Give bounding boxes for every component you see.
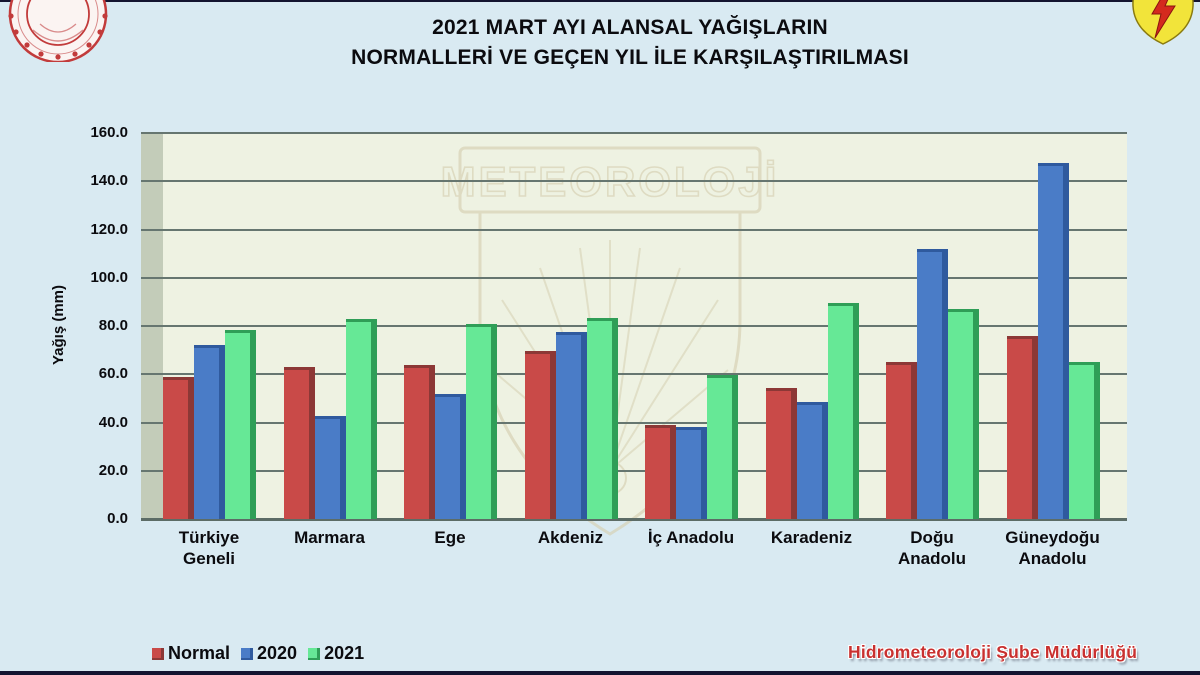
bar-2020-group-5 [676, 427, 707, 519]
gridline [141, 373, 1127, 376]
gridline [141, 325, 1127, 327]
bar-normal-group-1 [163, 377, 194, 519]
bar-normal-group-8 [1006, 336, 1038, 519]
bar-2021-group-8 [1068, 362, 1100, 519]
bar-normal-group-5 [645, 425, 676, 519]
gridline [141, 180, 1127, 183]
legend-item-2020: 2020 [241, 643, 297, 664]
bar-2020-group-3 [435, 394, 466, 519]
bar-2020-group-8 [1037, 163, 1069, 519]
bar-2021-group-1 [225, 330, 256, 519]
bar-normal-group-4 [524, 351, 556, 519]
y-tick-label: 0.0 [107, 510, 128, 527]
bar-2021-group-2 [345, 319, 377, 519]
y-tick-label: 20.0 [98, 461, 128, 479]
bar-2021-group-3 [466, 324, 497, 519]
y-tick-label: 160.0 [90, 124, 128, 141]
category-label: Doğu Anadolu [898, 528, 966, 568]
y-tick-label: 120.0 [90, 220, 128, 238]
bar-2021-group-4 [586, 318, 618, 519]
legend-label: Normal [168, 643, 231, 663]
page-title-line-1: 2021 MART AYI ALANSAL YAĞIŞLARIN [432, 16, 828, 39]
legend-swatch-icon [152, 647, 164, 660]
gridline [141, 132, 1127, 134]
y-tick-label: 140.0 [90, 172, 128, 190]
category-label: Ege [434, 528, 466, 547]
category-label: Marmara [294, 528, 365, 547]
bar-2021-group-5 [707, 375, 738, 519]
legend-label: 2021 [324, 643, 365, 663]
gridline [141, 276, 1127, 279]
bar-2020-group-2 [314, 416, 346, 519]
meteoroloji-seal-icon [8, 0, 108, 62]
y-axis-label: Yağış (mm) [50, 284, 67, 366]
x-axis-line [141, 518, 1127, 521]
gridline [141, 228, 1127, 231]
category-label: Karadeniz [770, 528, 853, 547]
category-label: Güneydoğu Anadolu [1005, 528, 1100, 568]
gridline [141, 469, 1127, 472]
y-tick-label: 40.0 [98, 413, 128, 431]
legend-item-2021: 2021 [308, 643, 364, 664]
bottom-border-line [0, 671, 1200, 675]
legend-label: 2020 [257, 643, 298, 663]
bar-normal-group-2 [283, 367, 315, 519]
bar-2020-group-6 [796, 402, 828, 519]
legend-swatch-icon [308, 647, 321, 660]
bar-2020-group-1 [194, 345, 225, 519]
category-label: Akdeniz [537, 528, 604, 547]
bar-normal-group-3 [404, 365, 435, 519]
top-border-line [0, 0, 1200, 2]
gridline [141, 421, 1127, 424]
page-title-line-2: NORMALLERİ VE GEÇEN YIL İLE KARŞILAŞTIRI… [351, 46, 909, 69]
bar-normal-group-6 [765, 388, 797, 519]
legend-item-normal: Normal [152, 643, 230, 664]
category-label: Türkiye Geneli [178, 528, 240, 568]
bar-2020-group-7 [917, 249, 948, 519]
lightning-shield-icon [1132, 0, 1194, 45]
chart-legend: Normal 2020 2021 [152, 643, 364, 664]
legend-swatch-icon [241, 647, 254, 660]
category-label: İç Anadolu [647, 528, 735, 547]
y-tick-label: 80.0 [98, 317, 128, 334]
bar-2021-group-6 [827, 303, 859, 519]
bar-2020-group-4 [555, 332, 587, 519]
y-tick-label: 60.0 [98, 365, 128, 383]
y-tick-label: 100.0 [90, 268, 128, 286]
bar-normal-group-7 [886, 362, 917, 519]
credit-text: Hidrometeoroloji Şube Müdürlüğü [848, 642, 1138, 662]
page-title: 2021 MART AYI ALANSAL YAĞIŞLARIN NORMALL… [130, 13, 1130, 73]
bar-2021-group-7 [948, 309, 979, 519]
